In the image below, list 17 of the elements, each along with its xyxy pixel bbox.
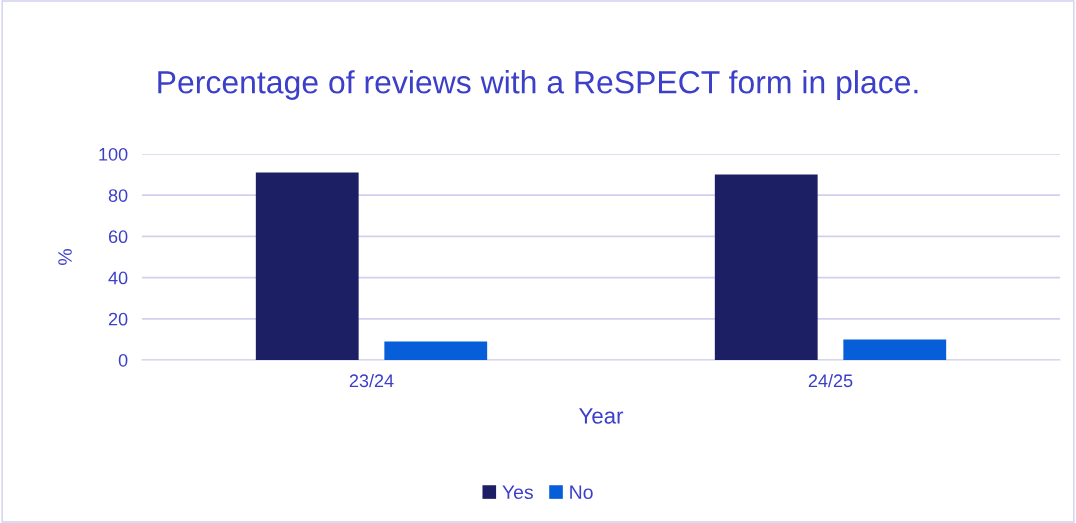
- y-axis-title: %: [58, 249, 72, 265]
- y-tick-label: 60: [108, 230, 128, 244]
- legend-label: Yes: [502, 485, 533, 500]
- y-tick-label: 40: [108, 271, 128, 285]
- y-tick-label: 0: [118, 353, 128, 367]
- x-axis-title: Year: [579, 408, 624, 424]
- x-tick-label: 23/24: [349, 373, 394, 388]
- legend-label: No: [570, 485, 593, 500]
- bar: [255, 172, 359, 360]
- bar: [384, 341, 488, 360]
- y-tick-label: 100: [99, 147, 128, 161]
- bar: [714, 174, 818, 360]
- bar: [843, 339, 947, 360]
- chart-title: Percentage of reviews with a ReSPECT form in place.: [158, 70, 918, 100]
- y-tick-label: 20: [108, 312, 128, 326]
- x-tick-label: 24/25: [808, 373, 853, 388]
- y-tick-label: 80: [108, 189, 128, 202]
